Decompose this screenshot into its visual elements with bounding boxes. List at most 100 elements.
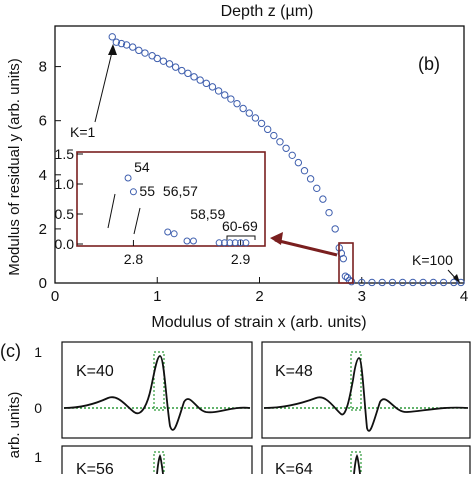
main-data-point (159, 57, 168, 65)
subplot-k48-peak-box (350, 351, 362, 411)
main-data-point (251, 114, 260, 122)
main-data-point (129, 43, 137, 51)
main-data-point (347, 277, 356, 286)
main-data-point (227, 95, 235, 103)
main-data-point (368, 278, 376, 287)
highlight-box (338, 242, 354, 284)
main-x-axis-label: Modulus of strain x (arb. units) (151, 314, 366, 331)
k100-label: K=100 (412, 252, 453, 268)
main-ytick-label: 2 (39, 221, 47, 238)
subplot-k56-waveform (156, 453, 164, 475)
main-data-point (339, 254, 348, 263)
main-data-point (165, 60, 174, 68)
main-data-point (341, 272, 350, 280)
inset-data-point (221, 239, 228, 247)
subplot-k56-frame (61, 445, 253, 479)
main-data-point (457, 278, 465, 287)
main-data-point (282, 144, 290, 152)
annotation-k100: K=100 (412, 252, 460, 283)
main-data-point (300, 167, 309, 175)
subplot-k64-peak-box (350, 451, 362, 479)
main-ytick-label: 8 (39, 59, 47, 76)
inset-xtick-label: 2.8 (124, 251, 144, 267)
highlight-arrow-line (274, 238, 338, 257)
main-data-point (135, 46, 143, 55)
main-data-point (358, 278, 366, 287)
main-data-point (233, 99, 241, 108)
subplot-k64-label: K=64 (275, 461, 313, 474)
main-data-point (245, 109, 253, 117)
subplot-k48-frame (261, 341, 471, 439)
main-data-point (450, 278, 458, 287)
main-data-point (257, 119, 266, 128)
waveform-ytick-1-lower: 1 (34, 449, 42, 465)
inset-axis-ticks: 0.0 0.5 1.0 1.5 2.8 2.9 (55, 146, 251, 267)
main-data-point (319, 195, 327, 203)
inset-frame (76, 151, 266, 247)
highlight-arrow-head (270, 232, 283, 245)
panel-label-c: (c) (0, 341, 21, 361)
main-data-point (313, 184, 321, 193)
inset-ytick-label: 0.5 (55, 206, 75, 222)
main-ytick-label: 4 (39, 167, 47, 184)
main-data-point (184, 69, 192, 78)
main-xtick-label: 2 (255, 288, 263, 305)
main-data-point (398, 278, 407, 287)
inset-point-label: 55 (139, 183, 155, 199)
inset-bracket (226, 235, 256, 240)
main-data-point (108, 33, 116, 41)
inset-data-point (129, 188, 137, 196)
main-xtick-label: 3 (358, 288, 366, 305)
subplot-k56-label: K=56 (76, 461, 114, 474)
inset-data-point (242, 239, 250, 247)
waveform-ytick-0: 0 (34, 400, 42, 416)
main-data-point (190, 73, 198, 81)
panel-label-b: (b) (418, 54, 440, 74)
main-data-point (388, 278, 397, 287)
subplot-k40-waveform (63, 355, 251, 431)
main-data-point (331, 225, 339, 233)
subplot-k40: K=40 (61, 341, 253, 439)
inset-data-point (124, 174, 132, 182)
main-scatter-chart: 0 1 2 3 4 0 2 4 6 8 (b) Modulus of strain x (arb.… (6, 25, 468, 331)
main-data-point (202, 79, 211, 88)
inset-point-label: 60-69 (222, 218, 258, 234)
main-data-point (112, 38, 121, 46)
k1-label: K=1 (70, 124, 96, 140)
main-data-point (429, 278, 438, 287)
inset-ytick-label: 1.5 (55, 146, 75, 162)
inset-data-point (170, 230, 178, 238)
main-data-point (409, 278, 417, 287)
k1-arrow-head (108, 44, 117, 55)
inset-data-points (124, 174, 250, 247)
inset-arrow-2 (133, 207, 141, 235)
inset-data-point (231, 239, 239, 247)
inset-ytick-label: 0.0 (55, 236, 75, 252)
annotation-k1: K=1 (70, 44, 117, 140)
main-ytick-label: 6 (39, 113, 47, 130)
main-xtick-label: 1 (153, 288, 161, 305)
main-data-point (270, 131, 278, 140)
inset-data-point (189, 237, 197, 245)
subplot-k40-frame (61, 341, 253, 439)
main-data-point (378, 278, 386, 287)
inset-data-point (164, 228, 172, 236)
depth-axis-label: Depth z (µm) (221, 3, 314, 20)
subplot-k48: K=48 (261, 341, 471, 439)
inset-point-label: 54 (134, 159, 150, 175)
waveform-y-axis-label: arb. units) (6, 392, 23, 459)
subplot-k40-peak-box (153, 351, 165, 411)
main-data-point (276, 138, 284, 146)
main-ytick-label: 0 (39, 275, 47, 292)
inset-data-point (226, 239, 234, 247)
main-data-point (419, 278, 427, 287)
inset-point-label: 58,59 (190, 206, 225, 222)
main-data-point (221, 91, 229, 99)
main-data-point (153, 54, 161, 63)
main-data-point (294, 158, 303, 167)
main-data-points (108, 33, 465, 287)
main-data-point (263, 125, 272, 134)
